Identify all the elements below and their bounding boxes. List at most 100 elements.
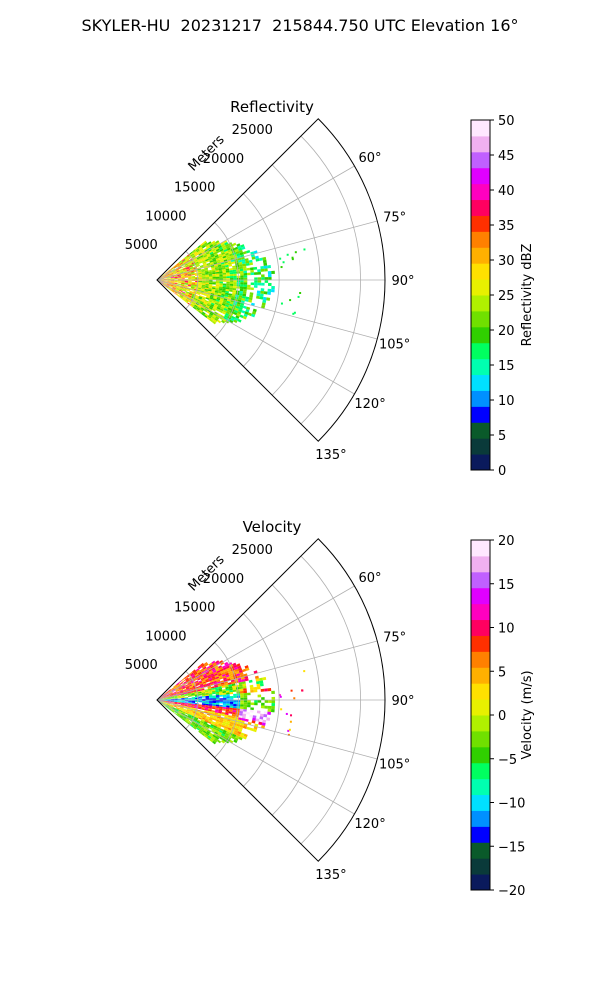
data-cell: [242, 265, 247, 269]
data-cell: [213, 251, 218, 255]
data-cell: [242, 291, 247, 295]
data-cell: [238, 669, 243, 674]
data-cell: [239, 268, 244, 272]
data-cell: [229, 253, 233, 257]
data-cell: [243, 284, 248, 288]
data-cell: [176, 263, 180, 267]
data-cell: [173, 283, 178, 285]
panel-title: Velocity: [243, 518, 302, 536]
data-cell: [208, 271, 213, 274]
data-cell: [241, 681, 246, 685]
data-cell: [225, 270, 230, 273]
data-cell: [222, 280, 227, 282]
data-cell: [170, 701, 175, 703]
data-cell: [226, 720, 231, 724]
data-cell: [211, 735, 216, 740]
data-cell: [246, 306, 251, 311]
data-cell: [190, 709, 194, 712]
data-cell: [173, 272, 177, 274]
data-cell: [204, 267, 208, 270]
data-cell: [219, 316, 224, 320]
data-cell: [176, 271, 180, 274]
data-cell: [177, 276, 182, 278]
data-cell: [206, 736, 211, 741]
data-cell: [211, 676, 216, 679]
data-cell: [213, 732, 218, 737]
data-cell: [201, 707, 206, 709]
data-cell: [184, 273, 188, 275]
data-cell: [264, 280, 269, 283]
data-cell: [221, 723, 226, 727]
colorbar-tick-label: 0: [498, 709, 506, 724]
data-cell: [217, 725, 222, 729]
data-cell: [257, 271, 262, 275]
data-cell: [238, 715, 243, 719]
data-cell: [241, 718, 246, 722]
data-cell: [221, 265, 226, 268]
data-cell: [256, 710, 261, 714]
data-cell: [166, 693, 170, 696]
data-cell: [256, 293, 261, 297]
data-cell: [219, 694, 223, 697]
data-cell: [181, 298, 186, 302]
data-cell: [185, 298, 190, 302]
data-cell: [285, 712, 288, 715]
data-cell: [178, 260, 182, 264]
data-cell: [221, 683, 225, 687]
data-cell: [181, 277, 185, 279]
data-cell: [165, 705, 169, 708]
data-cell: [215, 728, 220, 732]
data-cell: [222, 283, 227, 286]
data-cell: [187, 714, 192, 718]
data-cell: [241, 678, 246, 682]
data-cell: [206, 293, 211, 296]
data-cell: [291, 256, 294, 259]
data-cell: [191, 255, 196, 259]
data-cell: [207, 302, 211, 306]
data-cell: [163, 700, 168, 702]
data-cell: [246, 267, 251, 271]
data-cell: [204, 677, 209, 681]
data-cell: [271, 702, 276, 707]
data-cell: [195, 683, 200, 687]
data-cell: [163, 698, 168, 700]
data-cell: [187, 681, 192, 685]
data-cell: [259, 293, 264, 297]
data-cell: [215, 706, 220, 709]
data-cell: [205, 271, 209, 274]
data-cell: [229, 285, 234, 288]
data-cell: [197, 270, 202, 273]
data-cell: [234, 666, 239, 671]
data-cell: [239, 286, 244, 290]
data-cell: [173, 685, 177, 688]
data-cell: [166, 284, 170, 287]
data-cell: [213, 671, 218, 675]
colorbar-swatch: [471, 794, 490, 811]
data-cell: [207, 301, 212, 305]
data-cell: [217, 305, 222, 309]
data-cell: [183, 708, 187, 711]
data-cell: [204, 313, 209, 317]
data-cell: [233, 695, 237, 699]
data-cell: [187, 704, 192, 706]
data-cell: [195, 722, 200, 726]
data-cell: [181, 281, 185, 283]
data-cell: [186, 689, 191, 692]
data-cell: [187, 295, 192, 299]
data-cell: [170, 275, 174, 278]
data-cell: [262, 719, 267, 724]
data-cell: [260, 265, 265, 270]
data-cell: [180, 294, 184, 298]
data-cell: [251, 313, 256, 318]
colorbar-swatch: [471, 263, 490, 280]
data-cell: [195, 668, 200, 672]
data-cell: [217, 673, 222, 677]
data-cell: [219, 281, 223, 284]
data-cell: [214, 712, 219, 715]
data-cell: [170, 697, 175, 699]
data-cell: [213, 305, 218, 309]
data-cell: [204, 307, 209, 311]
data-cell: [233, 277, 237, 280]
data-cell: [227, 307, 232, 311]
data-cell: [208, 662, 213, 666]
